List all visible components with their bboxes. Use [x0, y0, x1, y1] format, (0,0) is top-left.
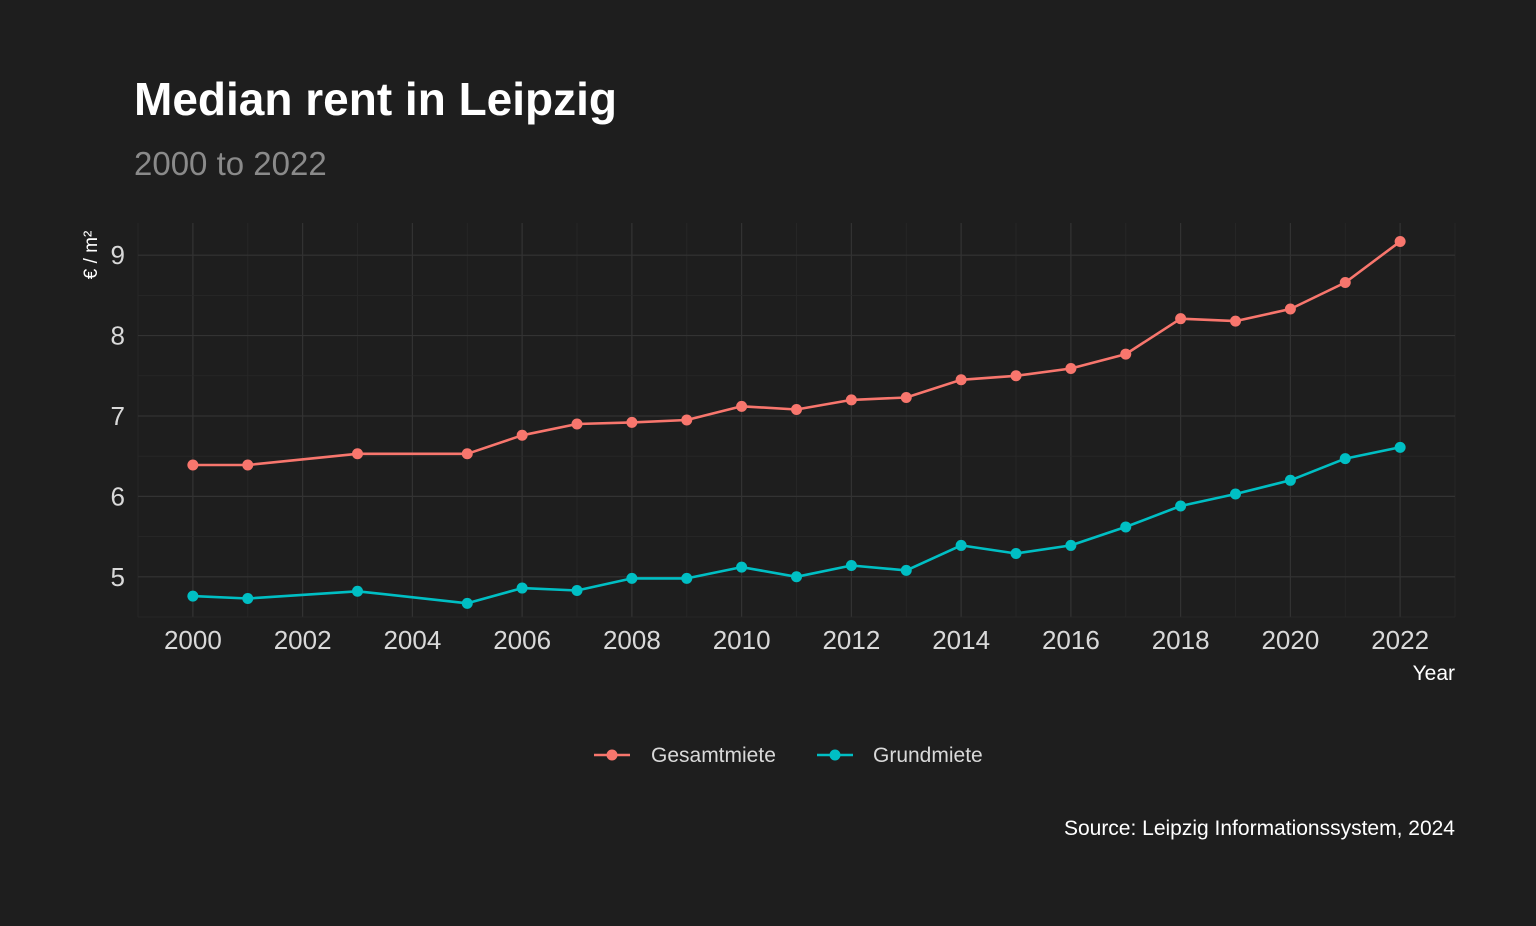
data-point-gesamtmiete	[1120, 348, 1132, 360]
data-point-grundmiete	[736, 561, 748, 573]
series-grundmiete	[187, 441, 1406, 609]
x-tick-label: 2004	[383, 625, 441, 655]
y-axis-ticks: 5 6 7 8 9	[111, 240, 125, 592]
data-point-grundmiete	[1010, 547, 1022, 559]
legend-label-grundmiete: Grundmiete	[873, 744, 983, 767]
data-point-grundmiete	[681, 572, 693, 584]
data-point-grundmiete	[1284, 474, 1296, 486]
data-point-grundmiete	[845, 560, 857, 572]
data-point-grundmiete	[516, 582, 528, 594]
data-point-grundmiete	[900, 564, 912, 576]
data-point-gesamtmiete	[187, 459, 199, 471]
data-point-grundmiete	[1339, 453, 1351, 465]
legend-label-gesamtmiete: Gesamtmiete	[651, 744, 776, 767]
legend-key-point-gesamtmiete	[606, 749, 618, 761]
data-point-gesamtmiete	[242, 459, 254, 471]
data-point-grundmiete	[1394, 441, 1406, 453]
x-tick-label: 2020	[1261, 625, 1319, 655]
x-tick-label: 2018	[1152, 625, 1210, 655]
legend-item-grundmiete: Grundmiete	[817, 744, 983, 767]
y-tick-label: 8	[111, 321, 125, 351]
data-point-grundmiete	[791, 571, 802, 583]
data-point-grundmiete	[187, 590, 199, 602]
data-point-gesamtmiete	[626, 416, 638, 428]
data-point-gesamtmiete	[791, 404, 802, 416]
data-point-gesamtmiete	[900, 391, 912, 403]
y-axis-label: € / m²	[81, 231, 102, 280]
data-point-grundmiete	[1120, 521, 1132, 533]
data-point-gesamtmiete	[681, 414, 693, 426]
chart-caption: Source: Leipzig Informationssystem, 2024	[1064, 817, 1455, 840]
data-point-gesamtmiete	[1230, 315, 1241, 327]
series-gesamtmiete	[187, 235, 1406, 471]
chart-subtitle: 2000 to 2022	[134, 145, 327, 182]
data-point-gesamtmiete	[1010, 370, 1022, 382]
data-point-grundmiete	[626, 572, 638, 584]
data-point-gesamtmiete	[352, 448, 363, 460]
x-tick-label: 2008	[603, 625, 661, 655]
data-point-gesamtmiete	[1394, 235, 1406, 247]
data-point-grundmiete	[242, 593, 254, 605]
data-point-grundmiete	[955, 539, 967, 551]
y-tick-label: 9	[111, 240, 125, 270]
series-layer	[187, 235, 1406, 609]
x-tick-label: 2022	[1371, 625, 1429, 655]
x-tick-label: 2006	[493, 625, 551, 655]
x-axis-ticks: 2000 2002 2004 2006 2008 2010 2012 2014 2016 2018…	[164, 625, 1429, 655]
data-point-gesamtmiete	[736, 400, 748, 412]
data-point-grundmiete	[571, 584, 583, 596]
x-axis-label: Year	[1413, 662, 1455, 685]
data-point-gesamtmiete	[1339, 277, 1351, 289]
data-point-gesamtmiete	[571, 418, 583, 430]
data-point-grundmiete	[1065, 539, 1077, 551]
data-point-grundmiete	[352, 585, 363, 597]
data-point-gesamtmiete	[845, 394, 857, 406]
x-tick-label: 2010	[713, 625, 771, 655]
x-tick-label: 2002	[274, 625, 332, 655]
legend-item-gesamtmiete: Gesamtmiete	[594, 744, 776, 767]
data-point-grundmiete	[461, 597, 473, 609]
data-point-gesamtmiete	[1284, 303, 1296, 315]
y-tick-label: 7	[111, 401, 125, 431]
y-tick-label: 5	[111, 562, 125, 592]
data-point-gesamtmiete	[516, 429, 528, 441]
data-point-gesamtmiete	[955, 374, 967, 386]
data-point-gesamtmiete	[1065, 363, 1077, 375]
x-tick-label: 2016	[1042, 625, 1100, 655]
data-point-grundmiete	[1230, 488, 1241, 500]
x-tick-label: 2000	[164, 625, 222, 655]
x-tick-label: 2014	[932, 625, 990, 655]
x-tick-label: 2012	[822, 625, 880, 655]
data-point-gesamtmiete	[1175, 313, 1187, 325]
chart-title: Median rent in Leipzig	[134, 73, 617, 125]
legend: Gesamtmiete Grundmiete	[594, 744, 983, 767]
legend-key-point-grundmiete	[829, 749, 841, 761]
y-tick-label: 6	[111, 481, 125, 511]
data-point-grundmiete	[1175, 500, 1187, 512]
data-point-gesamtmiete	[461, 448, 473, 460]
